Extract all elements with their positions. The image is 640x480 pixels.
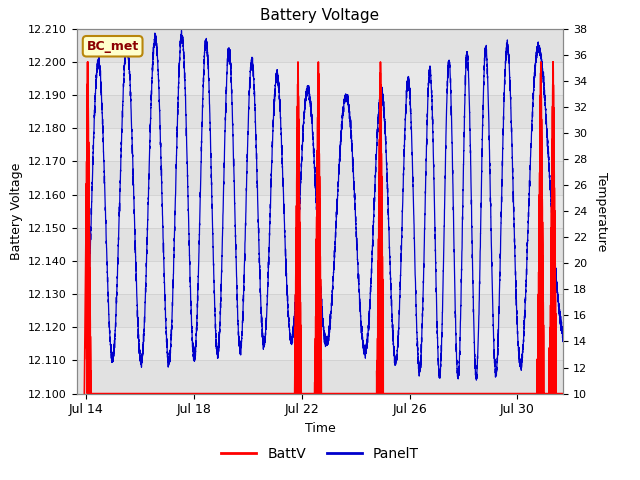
- Text: BC_met: BC_met: [86, 40, 139, 53]
- Legend: BattV, PanelT: BattV, PanelT: [216, 442, 424, 467]
- Y-axis label: Battery Voltage: Battery Voltage: [10, 163, 22, 260]
- Bar: [77, 95, 563, 128]
- Bar: [77, 228, 563, 261]
- Bar: [77, 360, 563, 394]
- Y-axis label: Temperature: Temperature: [595, 171, 608, 251]
- X-axis label: Time: Time: [305, 422, 335, 435]
- Bar: [77, 294, 563, 327]
- Bar: [77, 29, 563, 62]
- Bar: [77, 161, 563, 194]
- Title: Battery Voltage: Battery Voltage: [260, 9, 380, 24]
